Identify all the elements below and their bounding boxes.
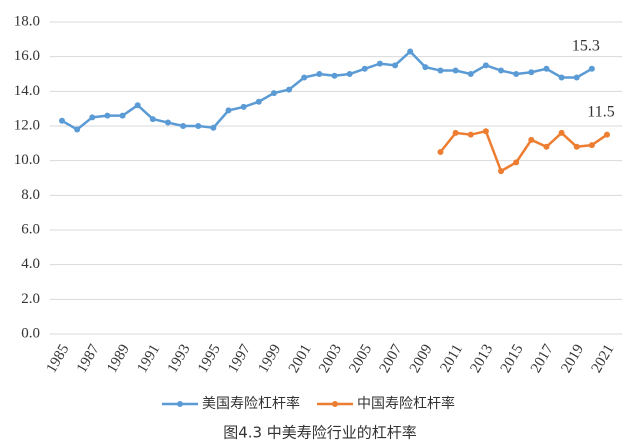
data-point <box>498 67 505 74</box>
data-point <box>59 117 65 124</box>
x-tick-label: 1999 <box>256 342 285 376</box>
x-tick-label: 2007 <box>377 341 406 375</box>
data-point <box>452 129 459 136</box>
y-tick-label: 18.0 <box>14 13 40 29</box>
data-point <box>588 142 595 149</box>
annotation: 11.5 <box>587 103 614 120</box>
y-tick-label: 2.0 <box>21 291 40 307</box>
series-line <box>61 49 593 131</box>
chart-title: 图4.3 中美寿险行业的杠杆率 <box>223 424 417 442</box>
data-point <box>240 103 247 110</box>
y-tick-label: 14.0 <box>14 83 40 99</box>
data-point <box>270 90 277 97</box>
data-point <box>195 123 202 129</box>
x-tick-label: 1985 <box>44 342 73 376</box>
series-line <box>439 129 608 173</box>
x-tick-label: 1995 <box>195 342 224 376</box>
data-point <box>376 60 383 67</box>
data-point <box>407 48 414 55</box>
data-point <box>225 107 232 114</box>
x-tick-label: 2021 <box>589 342 618 376</box>
data-point <box>255 98 262 105</box>
data-point <box>316 71 323 77</box>
data-point <box>346 71 353 77</box>
data-point <box>437 67 444 74</box>
y-tick-label: 12.0 <box>14 117 40 133</box>
y-tick-label: 16.0 <box>14 48 40 64</box>
data-point <box>513 71 520 77</box>
data-point <box>543 143 550 150</box>
y-tick-label: 8.0 <box>21 187 40 203</box>
x-tick-label: 2015 <box>498 342 527 376</box>
data-point <box>543 65 550 72</box>
y-tick-label: 4.0 <box>21 256 40 272</box>
legend-marker <box>332 401 338 407</box>
x-tick-label: 2019 <box>558 342 587 376</box>
y-tick-label: 10.0 <box>14 152 40 168</box>
data-point <box>467 71 474 77</box>
x-tick-label: 1991 <box>134 342 163 376</box>
data-point <box>498 168 505 175</box>
annotation: 15.3 <box>572 37 600 54</box>
x-tick-label: 1997 <box>225 341 254 375</box>
data-point <box>604 131 610 138</box>
data-point <box>528 69 535 76</box>
x-tick-label: 2011 <box>437 342 466 376</box>
x-tick-label: 1987 <box>74 341 103 375</box>
data-point <box>74 126 81 133</box>
data-point <box>528 136 535 143</box>
data-point <box>104 112 111 119</box>
data-point <box>422 64 429 71</box>
data-point <box>361 65 368 72</box>
data-point <box>89 114 96 121</box>
data-point <box>513 159 520 166</box>
data-point <box>573 74 580 81</box>
legend-marker <box>177 401 183 407</box>
data-point <box>180 123 187 129</box>
legend-label: 中国寿险杠杆率 <box>357 395 455 412</box>
y-tick-label: 0.0 <box>21 325 40 341</box>
x-tick-label: 2013 <box>467 342 496 376</box>
data-point <box>482 128 489 135</box>
data-point <box>467 131 474 138</box>
data-point <box>149 116 156 123</box>
x-tick-label: 2009 <box>407 342 436 376</box>
data-point <box>558 74 565 81</box>
data-point <box>573 143 580 150</box>
data-point <box>286 86 293 93</box>
data-point <box>134 102 141 109</box>
data-point <box>588 65 595 72</box>
data-point <box>452 67 459 74</box>
legend-label: 美国寿险杠杆率 <box>202 395 300 412</box>
data-point <box>164 119 171 126</box>
x-tick-label: 2017 <box>528 341 557 375</box>
x-tick-label: 1993 <box>165 342 194 376</box>
data-point <box>119 112 126 119</box>
data-point <box>301 74 308 81</box>
data-point <box>437 149 444 155</box>
x-tick-label: 1989 <box>104 342 133 376</box>
data-point <box>331 72 338 79</box>
data-point <box>392 62 399 69</box>
y-tick-label: 6.0 <box>21 221 40 237</box>
x-tick-label: 2001 <box>286 342 315 376</box>
data-point <box>210 124 217 131</box>
data-point <box>482 62 489 69</box>
x-tick-label: 2005 <box>346 342 375 376</box>
data-point <box>558 129 565 136</box>
x-tick-label: 2003 <box>316 342 345 376</box>
